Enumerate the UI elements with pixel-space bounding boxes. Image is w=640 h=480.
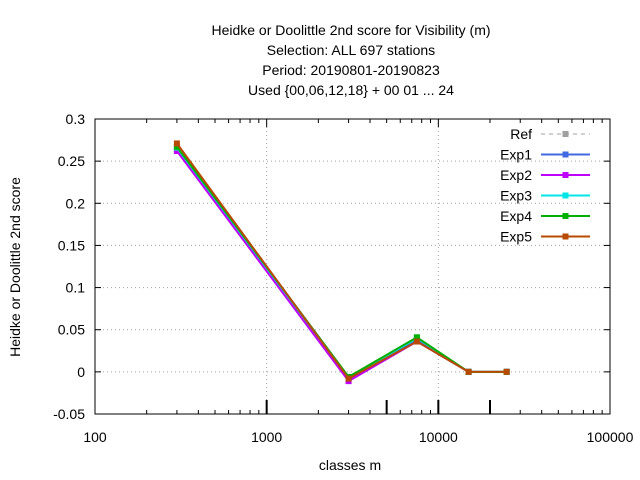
- legend-label-exp5: Exp5: [500, 229, 532, 245]
- legend-marker-exp1: [563, 152, 569, 158]
- data-point: [346, 376, 352, 382]
- y-tick-label: 0.2: [66, 195, 86, 211]
- y-tick-label: 0.05: [58, 322, 85, 338]
- x-tick-label: 10000: [419, 429, 458, 445]
- data-point: [466, 369, 472, 375]
- legend-marker-exp4: [563, 213, 569, 219]
- legend-marker-exp2: [563, 172, 569, 178]
- x-axis-label: classes m: [319, 457, 381, 473]
- data-point: [174, 140, 180, 146]
- x-tick-label: 100000: [587, 429, 634, 445]
- data-point: [504, 369, 510, 375]
- title-line-2: Selection: ALL 697 stations: [267, 42, 435, 58]
- legend-label-exp1: Exp1: [500, 147, 532, 163]
- y-tick-label: -0.05: [53, 406, 85, 422]
- y-tick-label: 0.25: [58, 153, 85, 169]
- data-point: [414, 339, 420, 345]
- title-line-4: Used {00,06,12,18} + 00 01 ... 24: [248, 82, 454, 98]
- y-axis-label: Heidke or Doolittle 2nd score: [7, 177, 23, 357]
- legend-marker-exp3: [563, 193, 569, 199]
- legend-label-exp4: Exp4: [500, 208, 532, 224]
- legend-label-ref: Ref: [510, 126, 532, 142]
- legend-marker-ref: [563, 131, 569, 137]
- y-tick-label: 0.1: [66, 280, 86, 296]
- y-tick-label: 0.3: [66, 111, 86, 127]
- y-tick-label: 0.15: [58, 237, 85, 253]
- x-tick-label: 1000: [251, 429, 282, 445]
- x-tick-label: 100: [83, 429, 107, 445]
- legend-marker-exp5: [563, 234, 569, 240]
- legend-label-exp3: Exp3: [500, 188, 532, 204]
- legend-label-exp2: Exp2: [500, 167, 532, 183]
- title-line-1: Heidke or Doolittle 2nd score for Visibi…: [211, 22, 490, 38]
- y-tick-label: 0: [77, 364, 85, 380]
- title-line-3: Period: 20190801-20190823: [262, 62, 440, 78]
